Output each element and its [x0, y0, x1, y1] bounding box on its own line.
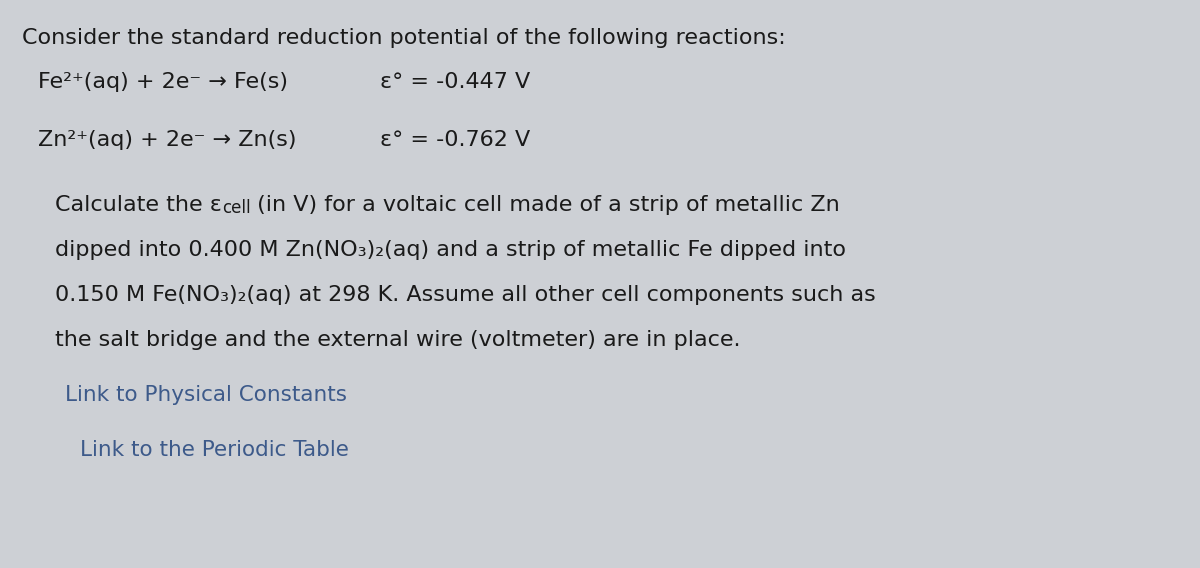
- Text: Link to the Periodic Table: Link to the Periodic Table: [80, 440, 349, 460]
- Text: Link to Physical Constants: Link to Physical Constants: [65, 385, 347, 405]
- Text: the salt bridge and the external wire (voltmeter) are in place.: the salt bridge and the external wire (v…: [55, 330, 740, 350]
- Text: cell: cell: [222, 199, 251, 217]
- Text: Calculate the ε: Calculate the ε: [55, 195, 222, 215]
- Text: dipped into 0.400 M Zn(NO₃)₂(aq) and a strip of metallic Fe dipped into: dipped into 0.400 M Zn(NO₃)₂(aq) and a s…: [55, 240, 846, 260]
- Text: ε° = -0.762 V: ε° = -0.762 V: [380, 130, 530, 150]
- Text: Consider the standard reduction potential of the following reactions:: Consider the standard reduction potentia…: [22, 28, 786, 48]
- Text: Zn²⁺(aq) + 2e⁻ → Zn(s): Zn²⁺(aq) + 2e⁻ → Zn(s): [38, 130, 296, 150]
- Text: 0.150 M Fe(NO₃)₂(aq) at 298 K. Assume all other cell components such as: 0.150 M Fe(NO₃)₂(aq) at 298 K. Assume al…: [55, 285, 876, 305]
- Text: ε° = -0.447 V: ε° = -0.447 V: [380, 72, 530, 92]
- Text: Fe²⁺(aq) + 2e⁻ → Fe(s): Fe²⁺(aq) + 2e⁻ → Fe(s): [38, 72, 288, 92]
- Text: (in V) for a voltaic cell made of a strip of metallic Zn: (in V) for a voltaic cell made of a stri…: [251, 195, 840, 215]
